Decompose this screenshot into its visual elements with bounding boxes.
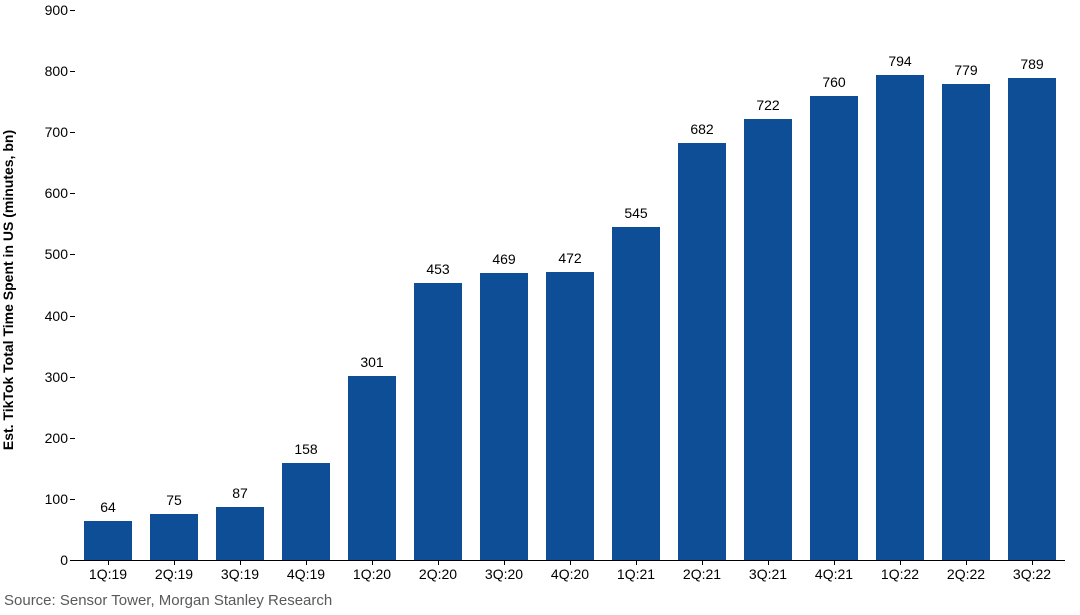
y-axis-label: Est. TikTok Total Time Spent in US (minu… <box>0 10 16 570</box>
y-tick-label: 500 <box>18 246 68 262</box>
bar-value-label: 789 <box>1008 56 1056 72</box>
bar-value-label: 453 <box>414 261 462 277</box>
y-tick-label: 700 <box>18 124 68 140</box>
x-tick-label: 3Q:21 <box>749 566 787 582</box>
bar: 158 <box>282 463 330 560</box>
x-tick-label: 3Q:19 <box>221 566 259 582</box>
x-tick-label: 3Q:22 <box>1013 566 1051 582</box>
x-tick-label: 4Q:19 <box>287 566 325 582</box>
y-tick-label: 800 <box>18 63 68 79</box>
x-tick-mark <box>174 560 175 565</box>
source-attribution: Source: Sensor Tower, Morgan Stanley Res… <box>4 592 332 609</box>
y-tick-label: 900 <box>18 2 68 18</box>
x-tick-label: 4Q:20 <box>551 566 589 582</box>
x-tick-mark <box>900 560 901 565</box>
bar: 453 <box>414 283 462 560</box>
bar-value-label: 158 <box>282 441 330 457</box>
x-tick-mark <box>966 560 967 565</box>
x-tick-mark <box>768 560 769 565</box>
bar: 789 <box>1008 78 1056 560</box>
x-tick-label: 2Q:21 <box>683 566 721 582</box>
x-tick-label: 2Q:22 <box>947 566 985 582</box>
x-tick-label: 2Q:20 <box>419 566 457 582</box>
x-tick-label: 3Q:20 <box>485 566 523 582</box>
bar-series: 64 75 87 158 301 453 469 472 545 682 722 760 794 779 7… <box>75 10 1065 560</box>
bar-value-label: 760 <box>810 74 858 90</box>
bar: 760 <box>810 96 858 560</box>
bar: 64 <box>84 521 132 560</box>
y-tick-label: 600 <box>18 185 68 201</box>
bar: 545 <box>612 227 660 560</box>
bar-value-label: 545 <box>612 205 660 221</box>
bar-value-label: 301 <box>348 354 396 370</box>
bar-value-label: 64 <box>84 499 132 515</box>
x-tick-label: 1Q:19 <box>89 566 127 582</box>
x-tick-mark <box>372 560 373 565</box>
bar-value-label: 722 <box>744 97 792 113</box>
y-tick-label: 100 <box>18 491 68 507</box>
bar: 779 <box>942 84 990 560</box>
x-tick-label: 4Q:21 <box>815 566 853 582</box>
bar: 472 <box>546 272 594 560</box>
x-tick-mark <box>636 560 637 565</box>
x-tick-mark <box>240 560 241 565</box>
x-tick-label: 1Q:21 <box>617 566 655 582</box>
x-tick-mark <box>834 560 835 565</box>
x-tick-mark <box>1032 560 1033 565</box>
x-tick-mark <box>438 560 439 565</box>
bar-value-label: 472 <box>546 250 594 266</box>
y-tick-label: 300 <box>18 369 68 385</box>
bar-value-label: 779 <box>942 62 990 78</box>
x-tick-mark <box>108 560 109 565</box>
bar: 301 <box>348 376 396 560</box>
bar-value-label: 75 <box>150 492 198 508</box>
bar: 469 <box>480 273 528 560</box>
x-tick-label: 2Q:19 <box>155 566 193 582</box>
x-tick-label: 1Q:22 <box>881 566 919 582</box>
bar-value-label: 794 <box>876 53 924 69</box>
bar: 75 <box>150 514 198 560</box>
bar-value-label: 682 <box>678 121 726 137</box>
bar: 722 <box>744 119 792 560</box>
bar-value-label: 87 <box>216 485 264 501</box>
x-tick-label: 1Q:20 <box>353 566 391 582</box>
x-tick-mark <box>306 560 307 565</box>
x-tick-mark <box>702 560 703 565</box>
x-tick-mark <box>570 560 571 565</box>
bar-value-label: 469 <box>480 251 528 267</box>
y-tick-label: 0 <box>18 552 68 568</box>
bar: 682 <box>678 143 726 560</box>
bar: 794 <box>876 75 924 560</box>
y-tick-label: 400 <box>18 308 68 324</box>
y-tick-label: 200 <box>18 430 68 446</box>
chart-container: Est. TikTok Total Time Spent in US (minu… <box>0 0 1080 615</box>
x-tick-mark <box>504 560 505 565</box>
bar: 87 <box>216 507 264 560</box>
